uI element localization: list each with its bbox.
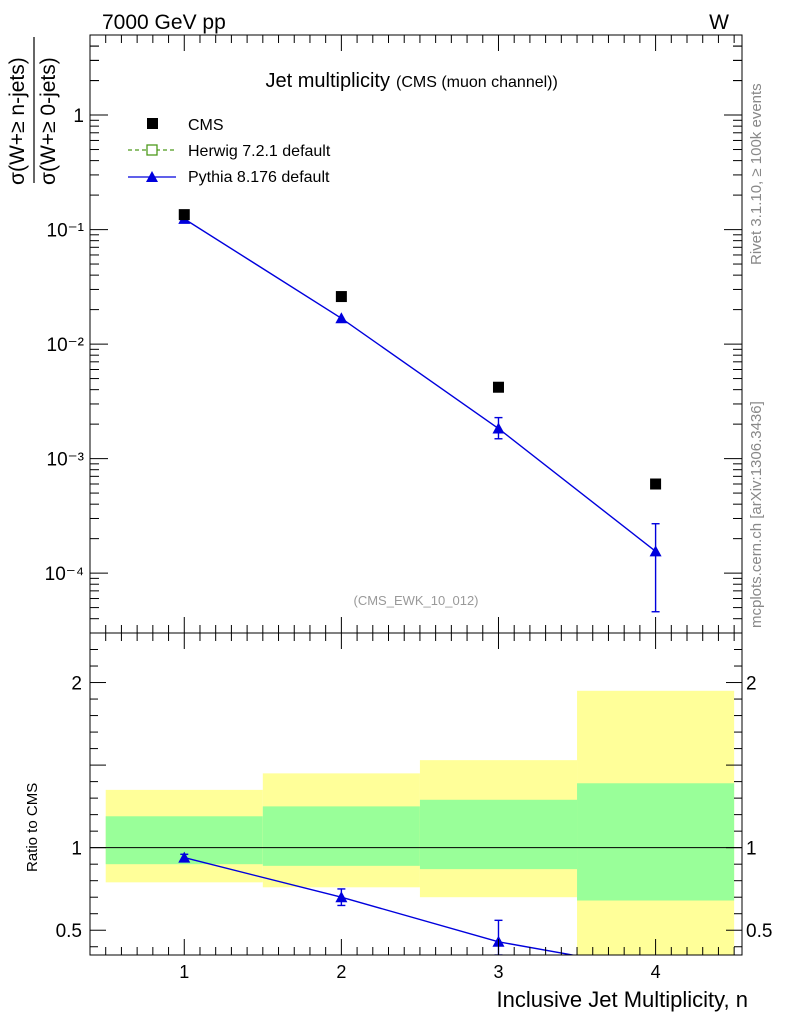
mcplots-label: mcplots.cern.ch [arXiv:1306.3436] xyxy=(748,401,765,628)
pythia-main-line xyxy=(183,218,657,552)
cms-data-point-4 xyxy=(650,478,662,490)
main-series-layer xyxy=(178,209,662,613)
legend-cms-marker xyxy=(147,118,158,129)
legend-cms-label: CMS xyxy=(188,117,224,134)
pythia-ratio-point-2 xyxy=(335,891,348,903)
cms-data-point-1 xyxy=(178,209,190,221)
x-axis-label: Inclusive Jet Multiplicity, n xyxy=(497,987,748,1012)
x-tick-label-3: 3 xyxy=(493,962,503,982)
main-y-axis-label: σ(W+≥ n-jets) σ(W+≥ 0-jets) xyxy=(6,37,60,185)
pythia-ratio-line xyxy=(184,856,577,955)
pythia-main-point-3 xyxy=(492,422,505,434)
ratio-y-tick-label-right-2: 1 xyxy=(746,839,757,860)
ratio-uncertainty-bands xyxy=(105,690,735,955)
main-y-tick-label-5: 10⁻⁴ xyxy=(45,564,84,585)
pythia-ratio-point-1 xyxy=(178,851,191,863)
axis-tick-labels: 1 2 3 4 1 10⁻¹ 10⁻² 10⁻³ 10⁻⁴ 0.5 0.5 1 1 2 2 xyxy=(45,106,773,982)
x-tick-label-2: 2 xyxy=(336,962,346,982)
ratio-y-tick-label-right-3: 2 xyxy=(746,674,757,695)
main-y-tick-label-3: 10⁻² xyxy=(47,335,85,356)
legend: CMS Herwig 7.2.1 default Pythia 8.176 de… xyxy=(128,117,331,186)
x-tick-label-4: 4 xyxy=(651,962,661,982)
ratio-y-tick-label-right-1: 0.5 xyxy=(746,921,772,942)
ratio-y-tick-label-left-3: 2 xyxy=(71,674,82,695)
main-y-tick-label-4: 10⁻³ xyxy=(47,450,85,471)
plot-title: Jet multiplicity xyxy=(266,70,390,92)
cms-data-point-3 xyxy=(492,381,504,393)
x-tick-label-1: 1 xyxy=(179,962,189,982)
axis-ticks xyxy=(90,34,742,955)
pythia-main-point-4 xyxy=(649,545,662,557)
plot-frames xyxy=(89,34,743,956)
y-label-denominator: σ(W+≥ 0-jets) xyxy=(37,57,60,185)
cms-data-point-2 xyxy=(335,291,347,303)
main-y-tick-label-1: 1 xyxy=(73,106,84,127)
ratio-y-axis-label: Ratio to CMS xyxy=(24,783,41,872)
legend-herwig-label: Herwig 7.2.1 default xyxy=(188,143,331,160)
ratio-band-inner-4 xyxy=(577,783,735,901)
pythia-main-point-2 xyxy=(335,312,348,324)
plot-title-sub: (CMS (muon channel)) xyxy=(396,74,558,91)
main-y-tick-label-2: 10⁻¹ xyxy=(47,221,85,242)
y-label-numerator: σ(W+≥ n-jets) xyxy=(6,57,29,185)
ratio-y-tick-label-left-2: 1 xyxy=(71,839,82,860)
ratio-band-inner-2 xyxy=(262,806,420,866)
ratio-y-tick-label-left-1: 0.5 xyxy=(56,921,82,942)
ratio-panel-frame xyxy=(89,632,743,956)
legend-herwig-marker xyxy=(146,144,158,156)
energy-label: 7000 GeV pp xyxy=(102,11,226,34)
analysis-label: (CMS_EWK_10_012) xyxy=(354,593,479,608)
legend-pythia-marker xyxy=(146,171,158,182)
ratio-band-inner-3 xyxy=(419,799,578,870)
process-label: W xyxy=(709,11,729,34)
legend-pythia-label: Pythia 8.176 default xyxy=(188,169,330,186)
rivet-label: Rivet 3.1.10, ≥ 100k events xyxy=(748,83,765,265)
